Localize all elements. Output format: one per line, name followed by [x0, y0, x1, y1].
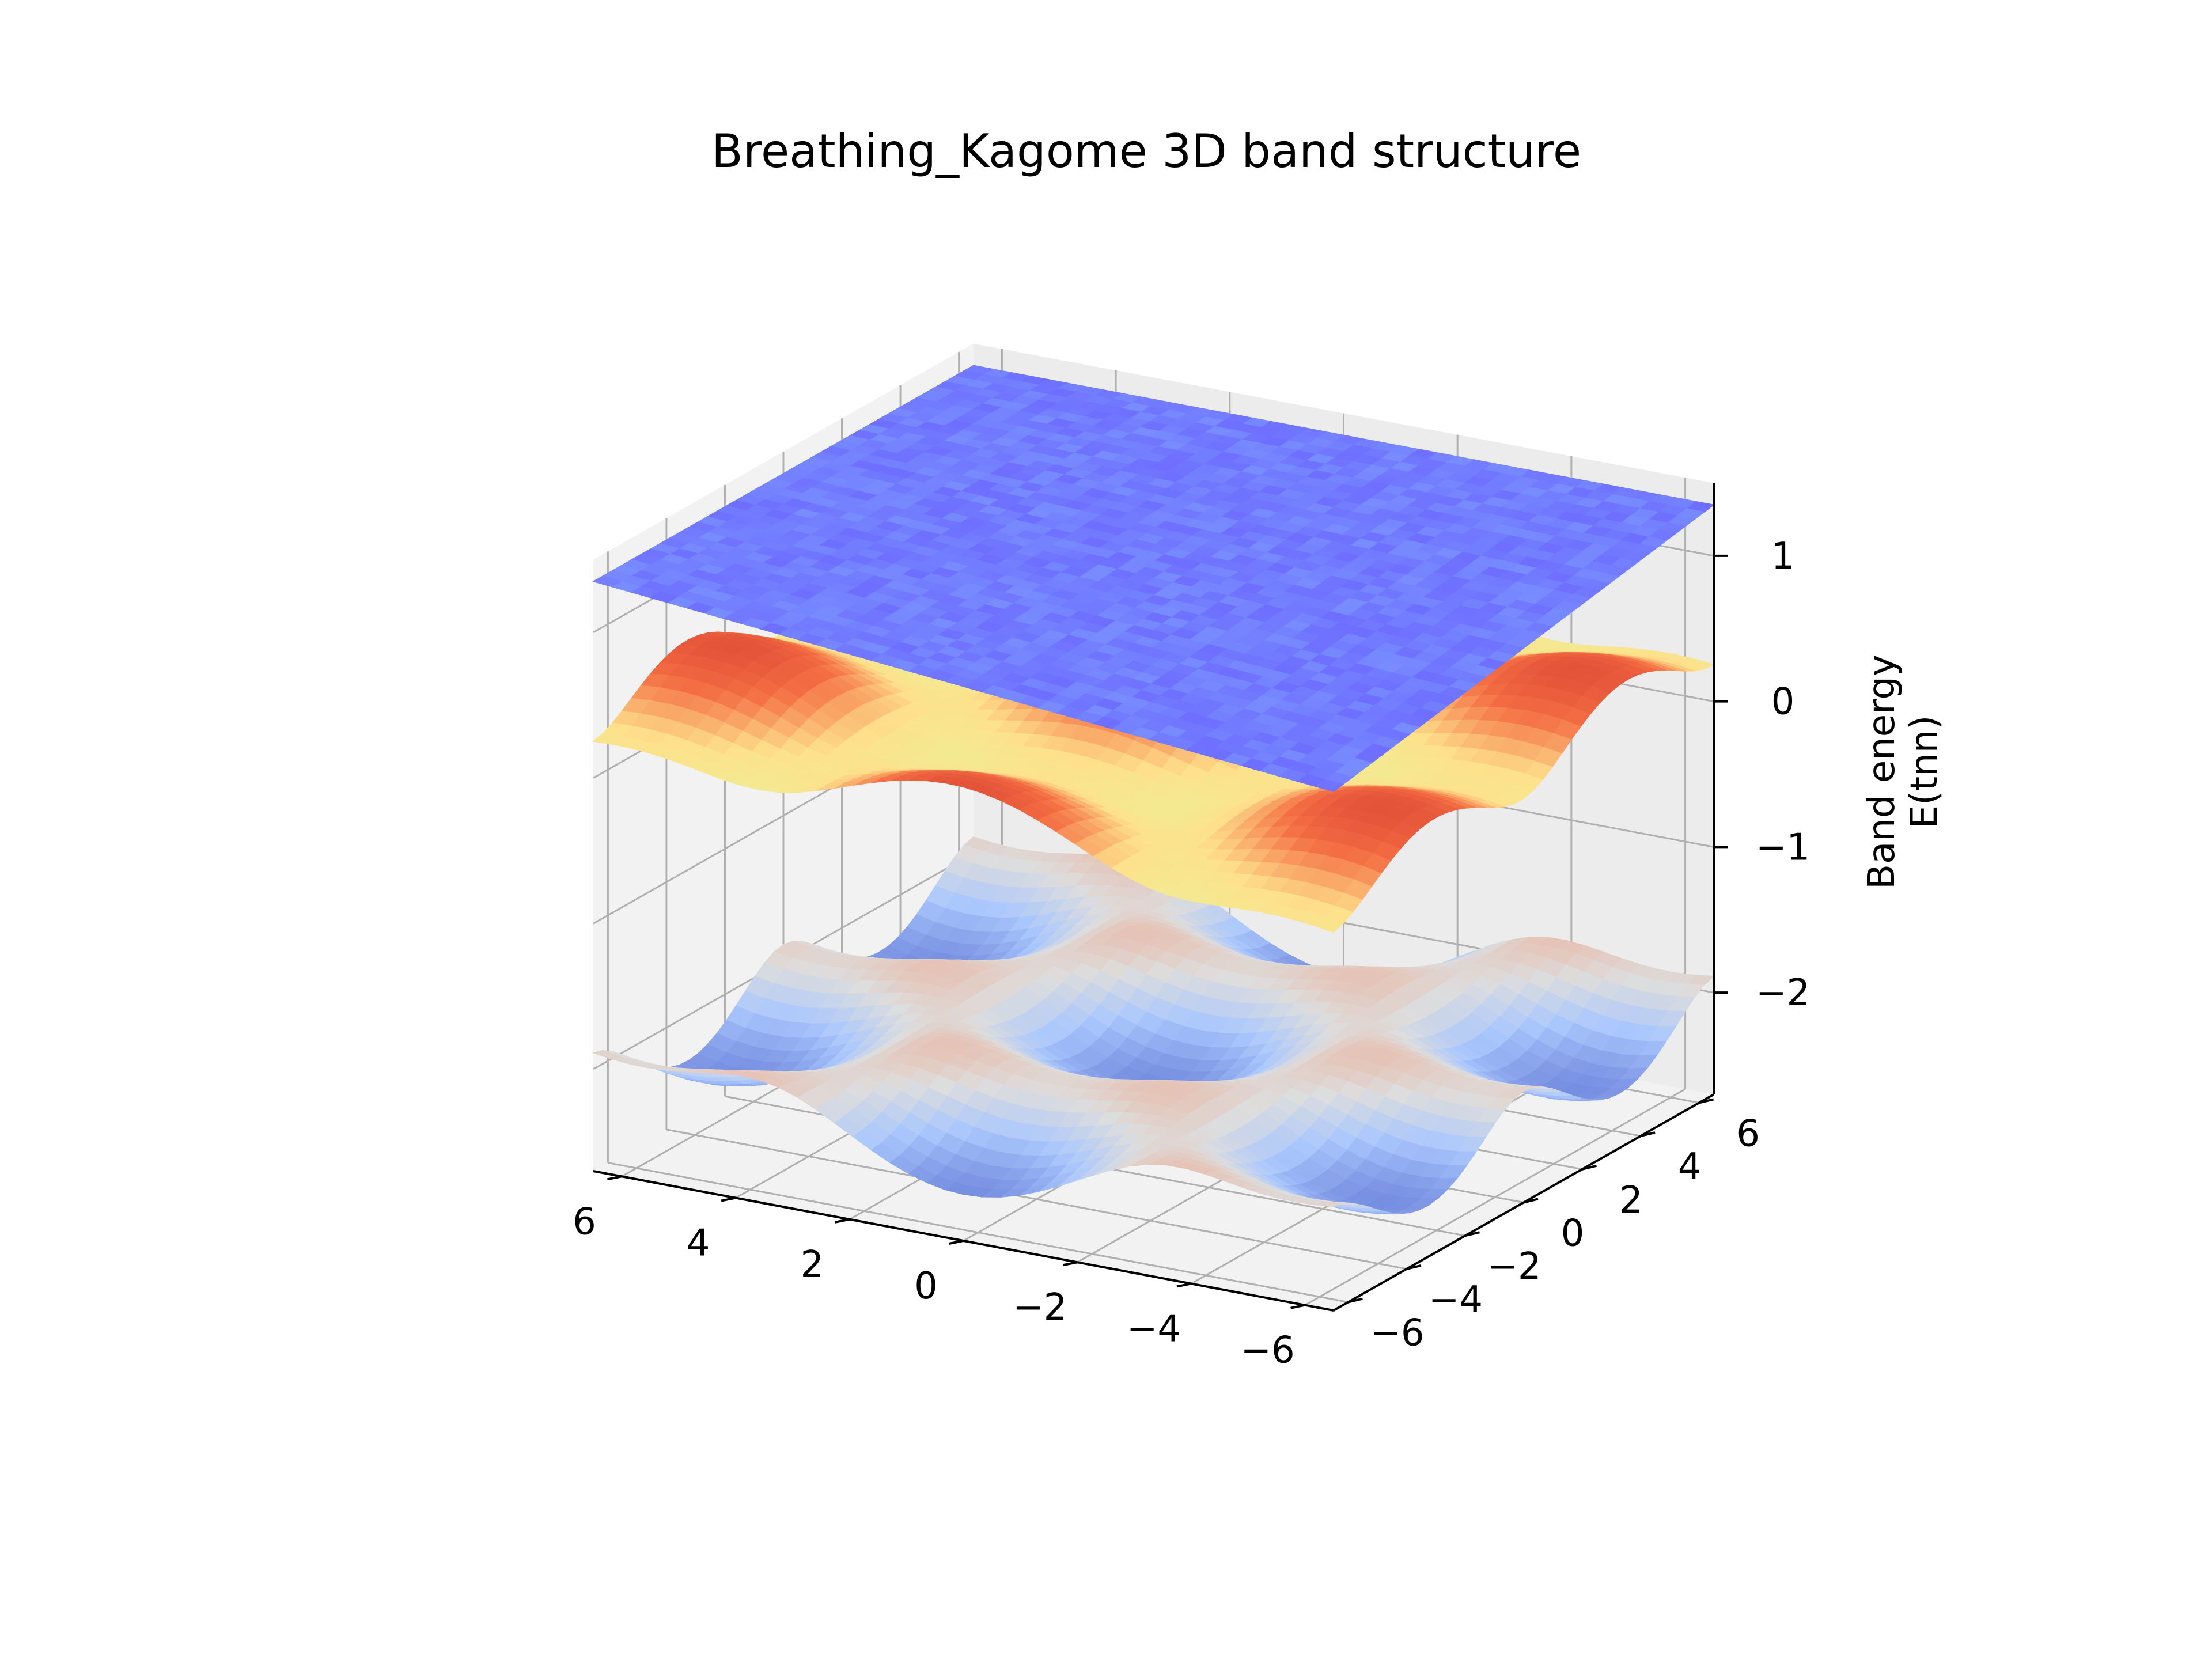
- x-tick-label: 0: [914, 1265, 938, 1308]
- chart-title: Breathing_Kagome 3D band structure: [711, 124, 1581, 178]
- x-tick-mark: [949, 1241, 964, 1244]
- x-tick-mark: [835, 1219, 850, 1222]
- y-tick-label: 4: [1678, 1146, 1702, 1188]
- z-tick-label: −1: [1756, 826, 1810, 869]
- x-tick-mark: [721, 1198, 736, 1201]
- z-axis-label-line-2: E(tnn): [1903, 715, 1946, 829]
- y-tick-label: −2: [1487, 1245, 1541, 1288]
- y-tick-label: −6: [1370, 1312, 1424, 1355]
- x-tick-label: −6: [1240, 1330, 1294, 1372]
- z-tick-label: 1: [1771, 535, 1795, 578]
- y-tick-label: 6: [1736, 1112, 1760, 1155]
- x-tick-label: −2: [1013, 1286, 1067, 1329]
- x-tick-label: −4: [1127, 1308, 1181, 1350]
- x-tick-label: 2: [800, 1244, 824, 1286]
- z-axis-label-line-1: Band energy: [1861, 654, 1903, 889]
- z-tick-label: −2: [1756, 972, 1810, 1014]
- z-axis-label: Band energy E(tnn): [1861, 654, 1946, 889]
- x-tick-label: 6: [573, 1200, 596, 1243]
- x-tick-label: 4: [687, 1222, 710, 1265]
- x-tick-mark: [1177, 1283, 1191, 1286]
- chart-title-text: Breathing_Kagome 3D band structure: [711, 124, 1581, 178]
- z-tick-label: 0: [1771, 681, 1795, 724]
- y-tick-label: 2: [1619, 1179, 1643, 1222]
- y-tick-label: −4: [1429, 1279, 1483, 1321]
- x-tick-mark: [1291, 1305, 1305, 1308]
- x-tick-mark: [1063, 1262, 1077, 1265]
- x-tick-mark: [607, 1176, 622, 1179]
- y-tick-label: 0: [1561, 1213, 1585, 1255]
